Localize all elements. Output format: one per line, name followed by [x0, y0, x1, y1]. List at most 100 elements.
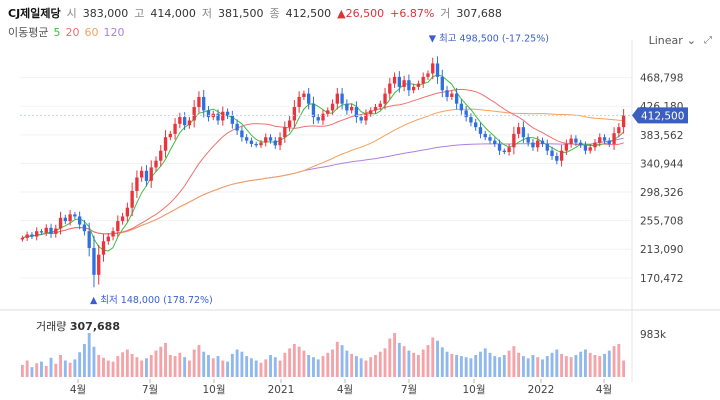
candle-body [311, 103, 316, 118]
candle-body [130, 190, 134, 208]
candle-body [416, 83, 421, 87]
volume-bar [183, 357, 187, 377]
volume-bar [44, 366, 48, 377]
ma5-legend[interactable]: 5 [53, 25, 61, 39]
candle-body [182, 117, 187, 126]
candle-body [493, 140, 497, 144]
volume-bar [335, 341, 339, 377]
candle-body [278, 137, 282, 146]
candle-body [550, 150, 554, 157]
volume-bar [474, 355, 478, 377]
volume-bar [254, 360, 258, 377]
volume-bar [35, 363, 39, 377]
volume-bar [331, 349, 334, 377]
candle-body [39, 231, 44, 233]
volume-bar [383, 348, 387, 377]
candle-body [321, 113, 325, 121]
volume-bar [54, 363, 58, 377]
volume-bar [354, 356, 358, 377]
candle-body [202, 96, 206, 111]
y-tick-label: 340,944 [640, 158, 684, 170]
volume-bar [25, 360, 29, 377]
candle-body [292, 107, 297, 121]
candle-body [87, 231, 91, 248]
x-tick-label: 4월 [596, 384, 612, 396]
candle-body [388, 83, 392, 94]
volume-bar [316, 359, 320, 377]
candle-body [335, 93, 339, 104]
candle-body [450, 93, 454, 97]
candle-body [316, 117, 320, 121]
volume-bar [226, 361, 229, 377]
candle-body [464, 110, 468, 118]
candle-body [488, 137, 492, 141]
candle-body [135, 177, 139, 191]
volume-bar [292, 344, 296, 377]
ma-legend-label: 이동평균 [8, 26, 49, 39]
volume-bar [350, 353, 354, 377]
volume-bar [197, 345, 201, 377]
volume-bar [221, 360, 225, 377]
volume-bar [106, 360, 110, 377]
volume-bar [211, 358, 215, 377]
volume-bar [273, 357, 277, 377]
candle-body [63, 217, 68, 222]
candle-body [474, 122, 478, 128]
volume-bar [135, 357, 139, 377]
candle-body [163, 137, 168, 151]
volume-bar [617, 344, 621, 377]
candle-body [197, 96, 201, 108]
candle-body [445, 90, 449, 97]
candle-body [454, 93, 459, 104]
volume-bar [249, 358, 253, 377]
candle-body [598, 137, 602, 143]
candle-body [588, 147, 592, 151]
volume-bar [78, 352, 82, 377]
moving-average-legend[interactable]: 이동평균 5 20 60 120 [8, 24, 124, 40]
scale-dropdown[interactable]: Linear ⌄ [649, 34, 696, 47]
ma20-legend[interactable]: 20 [65, 25, 80, 39]
candle-body [116, 221, 120, 232]
ma120-legend[interactable]: 120 [103, 25, 125, 39]
volume-bar [622, 360, 626, 377]
volume-bar [278, 360, 282, 377]
candle-body [54, 228, 58, 234]
candle-body [507, 147, 511, 152]
x-tick-label: 10월 [462, 384, 485, 396]
candle-body [516, 127, 521, 134]
candle-body [307, 93, 311, 104]
candle-body [502, 150, 506, 152]
price-summary: CJ제일제당 시 383,000 고 414,000 저 381,500 종 4… [8, 4, 502, 22]
candle-body [187, 120, 192, 126]
candle-body [531, 142, 535, 148]
y-tick-label: 255,708 [640, 216, 683, 228]
volume-bar [479, 351, 482, 377]
scale-label: Linear [648, 34, 683, 47]
volume-bar [469, 358, 473, 377]
x-tick-label: 7월 [401, 384, 417, 396]
candle-body [58, 217, 63, 229]
volume-bar [302, 350, 306, 377]
expand-icon[interactable]: ⤢ [704, 35, 712, 46]
candle-body [259, 142, 263, 146]
volume-bar [574, 355, 578, 377]
volume-bar [130, 353, 134, 377]
candle-body [20, 237, 25, 240]
volume-bar [421, 349, 425, 377]
candle-body [407, 80, 411, 91]
candle-body [483, 133, 487, 138]
volume-value: 307,688 [456, 6, 502, 20]
ma60-legend[interactable]: 60 [84, 25, 99, 39]
volume-bar [607, 350, 611, 377]
candle-body [44, 227, 48, 233]
volume-bar [145, 358, 148, 377]
volume-bar [97, 355, 101, 377]
candle-body [25, 234, 29, 238]
candle-body [402, 80, 406, 87]
volume-bar [417, 355, 420, 377]
candle-body [326, 110, 330, 114]
volume-bar [164, 342, 167, 377]
candle-body [297, 96, 301, 108]
close-value: 412,500 [285, 6, 332, 20]
